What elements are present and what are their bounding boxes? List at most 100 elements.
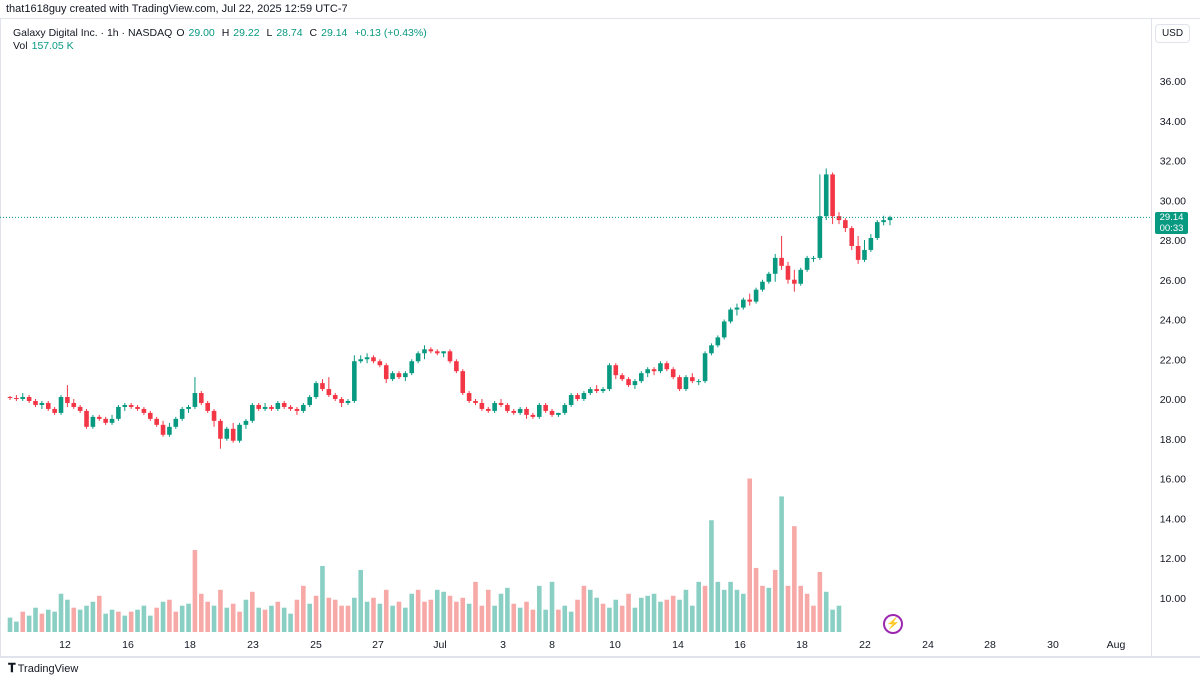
volume-bar xyxy=(250,591,255,632)
time-axis-border xyxy=(0,656,1200,658)
candle-body xyxy=(658,363,663,372)
candle-body xyxy=(645,369,650,374)
volume-bar xyxy=(275,601,281,632)
x-tick-label: 16 xyxy=(734,639,746,651)
candle-body xyxy=(383,365,389,380)
y-tick-label: 18.00 xyxy=(1160,434,1186,446)
volume-bar xyxy=(141,605,147,632)
candle-body xyxy=(211,410,217,421)
candle-body xyxy=(881,220,886,223)
x-tick-label: 10 xyxy=(609,639,621,651)
volume-bar xyxy=(281,607,287,632)
candle-body xyxy=(836,216,842,221)
volume-bar xyxy=(364,601,370,632)
candle-body xyxy=(505,404,510,411)
y-tick-label: 16.00 xyxy=(1160,474,1186,486)
volume-bar xyxy=(243,599,249,632)
volume-bar xyxy=(830,609,835,632)
volume-bar xyxy=(454,601,459,632)
volume-bar xyxy=(122,615,128,632)
volume-bar xyxy=(218,589,223,632)
candle-body xyxy=(798,269,804,284)
volume-bar xyxy=(562,605,568,632)
candle-body xyxy=(307,397,313,405)
volume-bar xyxy=(422,601,427,632)
candle-body xyxy=(639,373,644,382)
candle-body xyxy=(530,414,536,417)
candle-body xyxy=(441,351,446,354)
tradingview-logo[interactable]: 𝐓 TradingView xyxy=(8,661,78,676)
candle-body xyxy=(887,217,893,221)
candle-body xyxy=(485,408,491,411)
candle-body xyxy=(447,351,453,362)
candle-body xyxy=(173,418,179,427)
candle-body xyxy=(568,395,574,405)
flash-icon[interactable]: ⚡ xyxy=(883,614,903,634)
candle-body xyxy=(326,389,332,396)
volume-bar xyxy=(224,607,230,632)
candle-body xyxy=(179,408,185,419)
volume-bar xyxy=(71,607,77,632)
candle-body xyxy=(186,406,191,409)
candle-body xyxy=(390,373,395,380)
volume-bar xyxy=(383,589,389,632)
volume-bar xyxy=(313,595,319,632)
volume-bar xyxy=(160,601,166,632)
volume-bar xyxy=(58,593,64,632)
x-tick-label: 24 xyxy=(922,639,934,651)
candle-body xyxy=(52,408,57,413)
y-tick-label: 14.00 xyxy=(1160,513,1186,525)
volume-bar xyxy=(237,611,242,632)
candle-body xyxy=(339,399,344,403)
candle-body xyxy=(275,402,281,409)
volume-bar xyxy=(116,611,121,632)
candle-body xyxy=(422,349,427,354)
volume-bar xyxy=(658,601,663,632)
candle-body xyxy=(434,351,440,354)
candle-body xyxy=(205,402,210,411)
volume-bar xyxy=(619,605,625,632)
volume-bar xyxy=(371,597,376,632)
vol-value: 157.05 K xyxy=(31,40,74,52)
volume-bar xyxy=(498,593,504,632)
candle-body xyxy=(256,404,261,409)
candle-body xyxy=(147,412,153,419)
volume-bar xyxy=(7,617,13,632)
volume-bar xyxy=(294,599,300,632)
volume-bar xyxy=(511,603,517,632)
volume-bar xyxy=(415,589,421,632)
y-tick-label: 34.00 xyxy=(1160,116,1186,128)
volume-bar xyxy=(256,607,261,632)
volume-bar xyxy=(575,599,580,632)
volume-bar xyxy=(651,593,657,632)
symbol-name[interactable]: Galaxy Digital Inc. · 1h · NASDAQ xyxy=(13,27,173,39)
candle-body xyxy=(294,408,300,411)
candle-body xyxy=(71,402,77,407)
candle-body xyxy=(454,361,459,372)
volume-bar xyxy=(753,567,759,632)
volume-bar xyxy=(90,601,96,632)
candle-body xyxy=(549,410,555,415)
volume-bar xyxy=(823,591,829,632)
volume-bar xyxy=(52,611,57,632)
volume-bar xyxy=(434,589,440,632)
candle-body xyxy=(479,402,485,409)
candle-body xyxy=(122,404,128,407)
volume-bar xyxy=(587,589,593,632)
candle-body xyxy=(690,377,695,382)
volume-bar xyxy=(320,565,325,632)
volume-bar xyxy=(804,593,810,632)
volume-bar xyxy=(473,581,478,632)
candle-body xyxy=(409,361,415,374)
volume-bar xyxy=(836,605,842,632)
candle-body xyxy=(26,397,32,401)
candle-body xyxy=(65,397,70,403)
volume-bar xyxy=(626,593,631,632)
volume-bar xyxy=(702,585,708,632)
tradingview-logo-icon: 𝐓 xyxy=(8,661,16,675)
volume-bar xyxy=(779,496,784,632)
currency-button[interactable]: USD xyxy=(1155,24,1190,43)
candle-body xyxy=(524,408,529,415)
candle-body xyxy=(587,389,593,394)
candle-body xyxy=(7,397,13,399)
